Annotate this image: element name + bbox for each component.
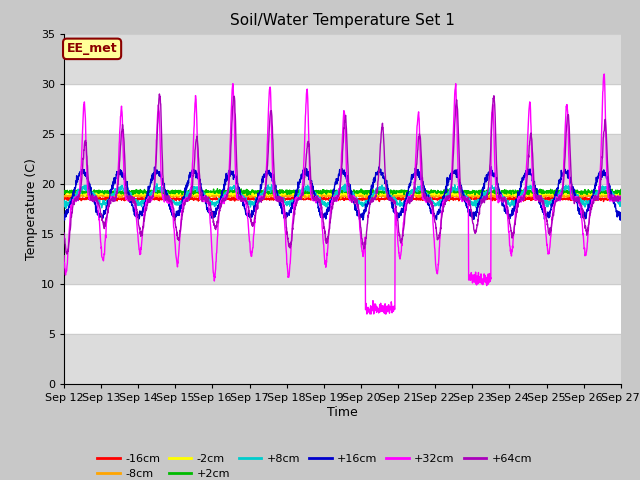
+2cm bbox=[584, 189, 591, 195]
X-axis label: Time: Time bbox=[327, 406, 358, 419]
-2cm bbox=[216, 191, 223, 196]
Title: Soil/Water Temperature Set 1: Soil/Water Temperature Set 1 bbox=[230, 13, 455, 28]
+2cm bbox=[446, 186, 454, 192]
-16cm bbox=[371, 196, 379, 202]
Line: +2cm: +2cm bbox=[64, 189, 621, 195]
+16cm bbox=[216, 201, 223, 207]
-16cm bbox=[568, 195, 576, 201]
+16cm bbox=[394, 217, 401, 223]
-16cm bbox=[584, 197, 591, 203]
+8cm bbox=[216, 198, 223, 204]
+32cm bbox=[358, 249, 366, 254]
+16cm bbox=[488, 164, 495, 170]
+2cm bbox=[216, 190, 223, 195]
+64cm bbox=[359, 241, 367, 247]
Bar bbox=[64, 334, 621, 384]
+64cm bbox=[568, 187, 576, 192]
+16cm bbox=[371, 180, 378, 185]
+64cm bbox=[584, 228, 591, 233]
+32cm bbox=[584, 240, 591, 246]
+64cm bbox=[156, 91, 163, 97]
-8cm bbox=[358, 191, 366, 197]
+64cm bbox=[63, 251, 70, 257]
+64cm bbox=[371, 194, 379, 200]
Line: +8cm: +8cm bbox=[64, 184, 621, 208]
+64cm bbox=[216, 208, 223, 214]
+2cm bbox=[359, 191, 367, 196]
-8cm bbox=[504, 193, 512, 199]
+2cm bbox=[243, 192, 251, 198]
+16cm bbox=[568, 186, 576, 192]
Bar bbox=[64, 234, 621, 284]
Line: -2cm: -2cm bbox=[64, 192, 621, 196]
-16cm bbox=[216, 195, 223, 201]
+32cm bbox=[617, 198, 625, 204]
+2cm bbox=[568, 189, 576, 195]
+8cm bbox=[584, 201, 591, 207]
+32cm bbox=[371, 301, 379, 307]
+32cm bbox=[600, 71, 608, 77]
+16cm bbox=[60, 216, 68, 221]
Y-axis label: Temperature (C): Temperature (C) bbox=[25, 158, 38, 260]
-2cm bbox=[584, 191, 591, 197]
Text: EE_met: EE_met bbox=[67, 42, 117, 55]
-2cm bbox=[504, 192, 512, 198]
-2cm bbox=[545, 189, 552, 194]
Legend: -16cm, -8cm, -2cm, +2cm, +8cm, +16cm, +32cm, +64cm: -16cm, -8cm, -2cm, +2cm, +8cm, +16cm, +3… bbox=[93, 449, 536, 480]
+64cm bbox=[617, 195, 625, 201]
-16cm bbox=[161, 193, 169, 199]
-8cm bbox=[604, 196, 612, 202]
+64cm bbox=[505, 213, 513, 218]
+8cm bbox=[617, 199, 625, 205]
-16cm bbox=[60, 196, 68, 202]
Line: +32cm: +32cm bbox=[64, 74, 621, 314]
-8cm bbox=[568, 192, 575, 198]
-2cm bbox=[359, 192, 367, 197]
+16cm bbox=[358, 213, 366, 219]
+64cm bbox=[60, 230, 68, 236]
+32cm bbox=[60, 253, 68, 259]
+2cm bbox=[505, 190, 513, 196]
+8cm bbox=[371, 188, 379, 194]
-2cm bbox=[568, 190, 576, 196]
-16cm bbox=[617, 196, 625, 202]
-16cm bbox=[505, 196, 513, 202]
+8cm bbox=[505, 200, 513, 205]
-8cm bbox=[371, 193, 378, 199]
-2cm bbox=[371, 190, 379, 196]
Line: +16cm: +16cm bbox=[64, 167, 621, 220]
+8cm bbox=[153, 181, 161, 187]
-2cm bbox=[60, 190, 68, 196]
+16cm bbox=[617, 217, 625, 223]
-8cm bbox=[216, 193, 223, 199]
+32cm bbox=[216, 210, 223, 216]
+8cm bbox=[568, 186, 576, 192]
Line: -16cm: -16cm bbox=[64, 196, 621, 202]
+8cm bbox=[359, 204, 367, 209]
-2cm bbox=[617, 192, 625, 197]
+16cm bbox=[505, 212, 513, 217]
-8cm bbox=[60, 192, 68, 198]
+32cm bbox=[363, 311, 371, 317]
Line: +64cm: +64cm bbox=[64, 94, 621, 254]
-2cm bbox=[276, 193, 284, 199]
-16cm bbox=[474, 199, 481, 204]
+8cm bbox=[60, 200, 68, 205]
-8cm bbox=[582, 190, 590, 196]
+2cm bbox=[371, 189, 379, 194]
+2cm bbox=[617, 187, 625, 192]
-16cm bbox=[359, 197, 367, 203]
-8cm bbox=[617, 191, 625, 197]
Bar bbox=[64, 134, 621, 184]
+32cm bbox=[504, 224, 512, 229]
Line: -8cm: -8cm bbox=[64, 193, 621, 199]
+2cm bbox=[60, 190, 68, 196]
+8cm bbox=[61, 205, 69, 211]
+32cm bbox=[568, 194, 575, 200]
Bar bbox=[64, 34, 621, 84]
-8cm bbox=[584, 192, 591, 198]
+16cm bbox=[584, 208, 591, 214]
